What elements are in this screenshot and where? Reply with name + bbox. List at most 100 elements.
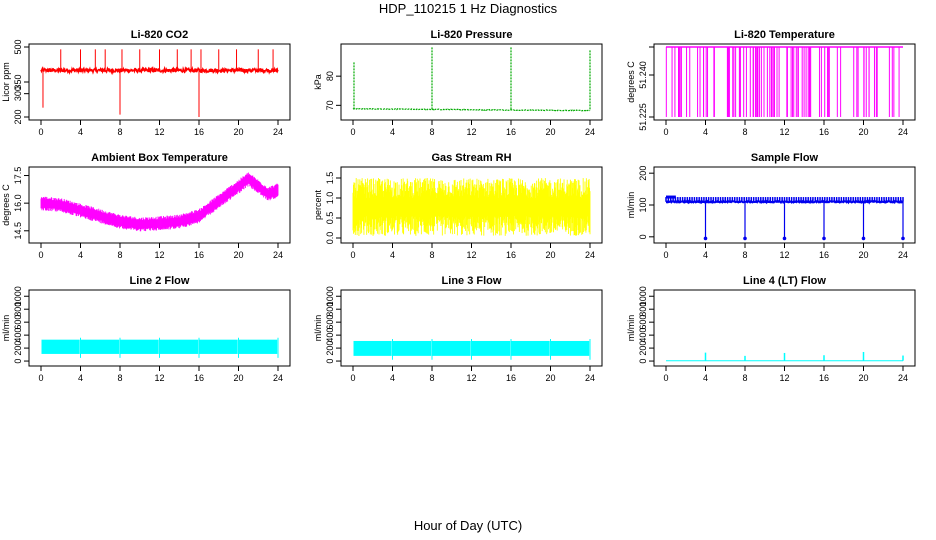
panel-title: Gas Stream RH xyxy=(431,152,511,164)
sample-flow-drop-point xyxy=(901,236,905,241)
data-layer xyxy=(40,49,279,117)
x-tick-label: 24 xyxy=(585,127,595,137)
x-tick-label: 24 xyxy=(585,373,595,383)
y-axis-label: Licor ppm xyxy=(1,62,11,102)
y-tick-label: 300 xyxy=(13,86,23,101)
x-tick-label: 8 xyxy=(742,250,747,260)
y-tick-label: 400 xyxy=(638,328,648,343)
flow-block xyxy=(432,340,471,356)
flow-block xyxy=(472,340,511,356)
x-tick-label: 0 xyxy=(663,373,668,383)
x-tick-label: 4 xyxy=(703,250,708,260)
x-tick-label: 12 xyxy=(154,127,164,137)
data-layer xyxy=(666,351,904,362)
y-tick-label: 500 xyxy=(13,39,23,54)
flow-block xyxy=(393,340,432,356)
sample-flow-drop-point xyxy=(822,236,826,241)
y-axis-label: kPa xyxy=(313,74,323,90)
panel-8: Line 3 Flow ml/min 0 4 8 12 16 20 24 0 20040060080… xyxy=(313,275,603,383)
y-tick-label: 200 xyxy=(325,341,335,356)
y-tick-label: 400 xyxy=(325,328,335,343)
pressure-series-line xyxy=(352,107,591,112)
y-tick-label: 200 xyxy=(638,166,648,181)
x-tick-label: 24 xyxy=(585,250,595,260)
y-tick-label: 200 xyxy=(13,109,23,124)
x-tick-label: 16 xyxy=(819,250,829,260)
x-tick-label: 8 xyxy=(429,373,434,383)
x-tick-label: 16 xyxy=(194,250,204,260)
x-tick-label: 8 xyxy=(117,250,122,260)
x-tick-label: 20 xyxy=(233,127,243,137)
x-tick-label: 8 xyxy=(429,250,434,260)
y-tick-label: 400 xyxy=(13,328,23,343)
x-tick-label: 8 xyxy=(429,127,434,137)
x-tick-label: 24 xyxy=(273,250,283,260)
x-tick-label: 4 xyxy=(390,250,395,260)
y-tick-label: 800 xyxy=(325,302,335,317)
y-tick-label: 100 xyxy=(638,197,648,212)
x-tick-label: 0 xyxy=(350,127,355,137)
x-tick-label: 4 xyxy=(703,127,708,137)
y-tick-label: 800 xyxy=(13,302,23,317)
y-tick-label: 600 xyxy=(638,315,648,330)
x-tick-label: 16 xyxy=(819,127,829,137)
y-tick-label: 51.225 xyxy=(638,103,648,131)
x-tick-label: 20 xyxy=(858,373,868,383)
x-tick-label: 4 xyxy=(390,127,395,137)
x-tick-label: 24 xyxy=(898,250,908,260)
sample-flow-drop-point xyxy=(861,236,866,241)
panel-title: Sample Flow xyxy=(751,152,819,164)
x-tick-label: 24 xyxy=(273,373,283,383)
x-tick-label: 4 xyxy=(703,373,708,383)
x-tick-label: 4 xyxy=(78,127,83,137)
y-tick-label: 0.0 xyxy=(325,232,335,245)
y-tick-label: 600 xyxy=(325,315,335,330)
x-tick-label: 20 xyxy=(545,127,555,137)
flow-block xyxy=(120,339,159,354)
x-tick-label: 0 xyxy=(350,373,355,383)
x-tick-label: 0 xyxy=(663,250,668,260)
sample-flow-drop-point xyxy=(703,236,708,241)
data-layer xyxy=(41,337,279,358)
flow-block xyxy=(81,339,120,354)
y-tick-label: 70 xyxy=(325,100,335,110)
x-tick-label: 16 xyxy=(506,373,516,383)
x-tick-label: 0 xyxy=(350,250,355,260)
x-tick-label: 16 xyxy=(506,250,516,260)
flow-block xyxy=(353,340,392,356)
x-tick-label: 0 xyxy=(38,127,43,137)
panel-9: Line 4 (LT) Flow ml/min 0 4 8 12 16 20 24 0 200400… xyxy=(626,275,916,383)
y-tick-label: 17.5 xyxy=(13,167,23,185)
sample-flow-drop-point xyxy=(782,236,787,241)
x-tick-label: 24 xyxy=(898,373,908,383)
panel-3: Li-820 Temperature degrees C 0 4 8 12 16 20 24 51… xyxy=(626,29,916,137)
y-tick-label: 80 xyxy=(325,71,335,81)
x-tick-label: 16 xyxy=(506,127,516,137)
flow-block xyxy=(199,339,238,354)
x-tick-label: 16 xyxy=(194,373,204,383)
panel-title: Li-820 Temperature xyxy=(734,29,835,41)
x-tick-label: 20 xyxy=(233,250,243,260)
x-tick-label: 0 xyxy=(38,250,43,260)
x-tick-label: 12 xyxy=(154,373,164,383)
y-axis-label: ml/min xyxy=(1,315,11,342)
y-tick-label: 0 xyxy=(638,359,648,364)
x-tick-label: 12 xyxy=(466,127,476,137)
panel-title: Li-820 CO2 xyxy=(131,29,188,41)
y-tick-label: 200 xyxy=(13,341,23,356)
y-tick-label: 16.0 xyxy=(13,194,23,212)
x-tick-label: 8 xyxy=(742,127,747,137)
y-tick-label: 0 xyxy=(325,359,335,364)
y-axis-label: degrees C xyxy=(1,184,11,226)
x-tick-label: 16 xyxy=(194,127,204,137)
panel-7: Line 2 Flow ml/min 0 4 8 12 16 20 24 0 20040060080… xyxy=(1,275,291,383)
x-tick-label: 8 xyxy=(117,373,122,383)
y-tick-label: 1000 xyxy=(638,286,648,306)
x-tick-label: 12 xyxy=(466,250,476,260)
y-tick-label: 0.5 xyxy=(325,212,335,225)
x-axis-title: Hour of Day (UTC) xyxy=(413,518,523,533)
y-tick-label: 200 xyxy=(638,341,648,356)
data-layer xyxy=(353,339,591,360)
